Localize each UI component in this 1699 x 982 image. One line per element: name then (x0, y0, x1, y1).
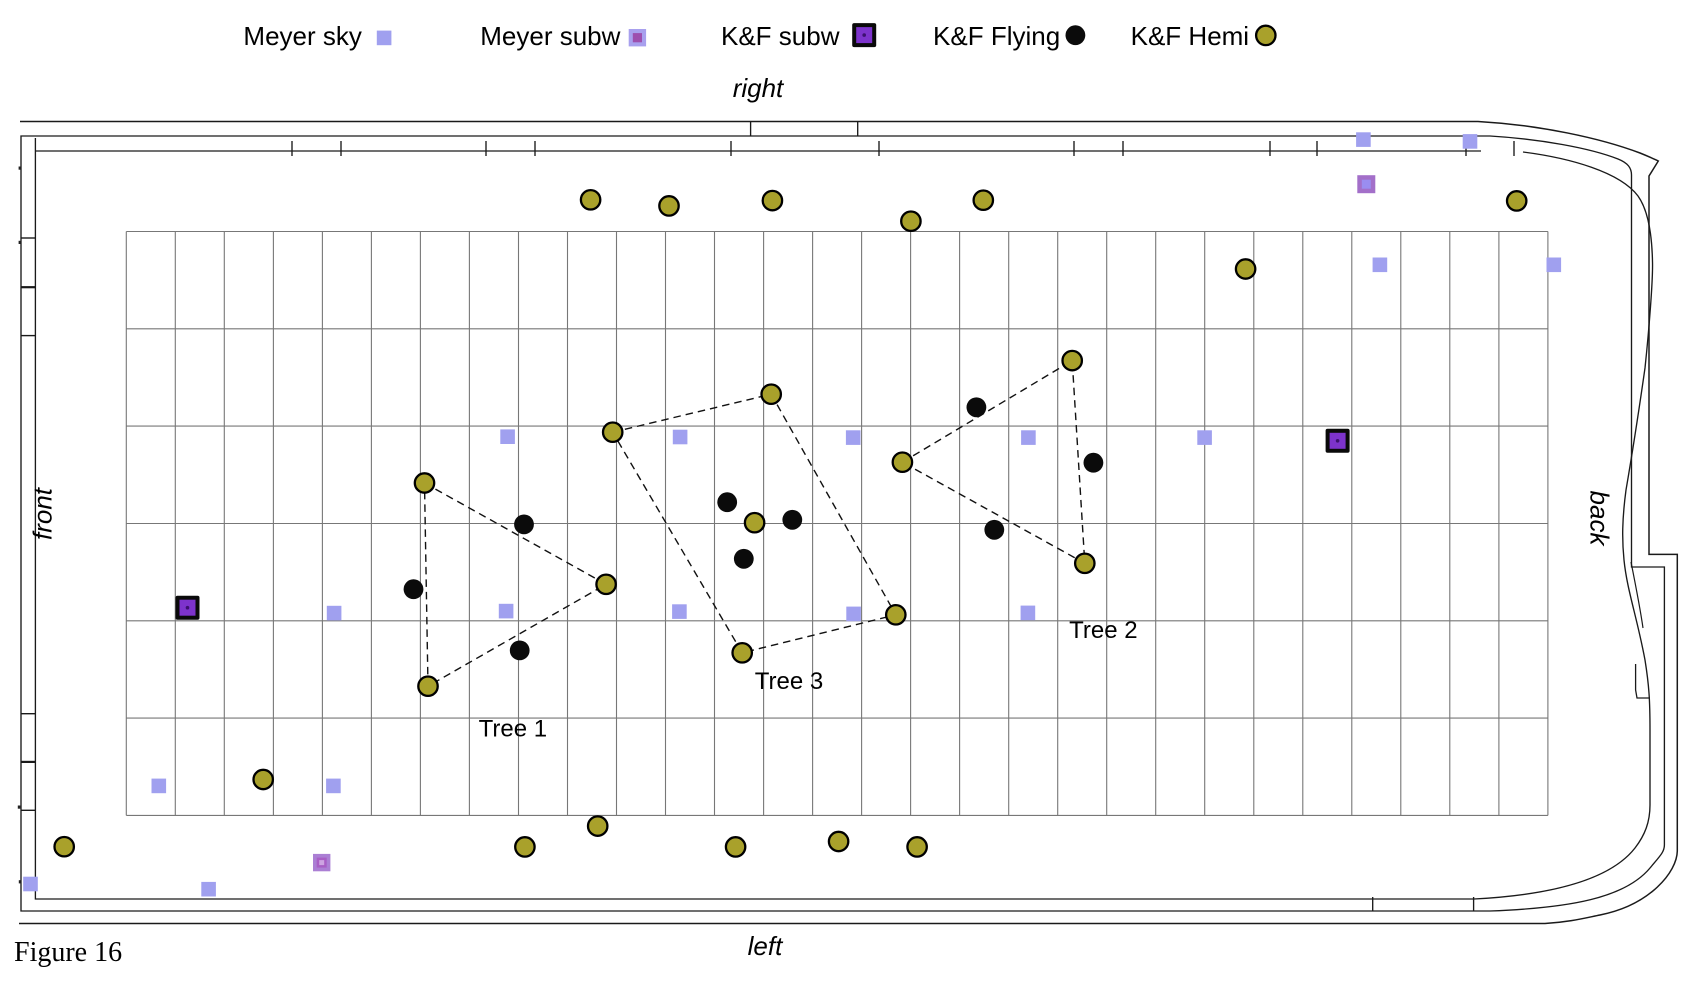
svg-text:K&F subw: K&F subw (721, 21, 840, 51)
svg-text:Figure 16: Figure 16 (14, 937, 122, 968)
svg-text:left: left (748, 931, 784, 961)
svg-text:Meyer subw: Meyer subw (480, 21, 620, 51)
svg-text:Meyer sky: Meyer sky (243, 21, 361, 51)
svg-text:front: front (28, 486, 58, 540)
svg-text:Tree 2: Tree 2 (1069, 617, 1137, 644)
svg-text:K&F Hemi: K&F Hemi (1131, 21, 1249, 51)
svg-text:Tree 1: Tree 1 (479, 716, 547, 743)
svg-text:Tree 3: Tree 3 (755, 668, 823, 695)
svg-text:right: right (733, 73, 785, 103)
svg-text:K&F Flying: K&F Flying (933, 21, 1060, 51)
svg-text:back: back (1585, 491, 1615, 548)
